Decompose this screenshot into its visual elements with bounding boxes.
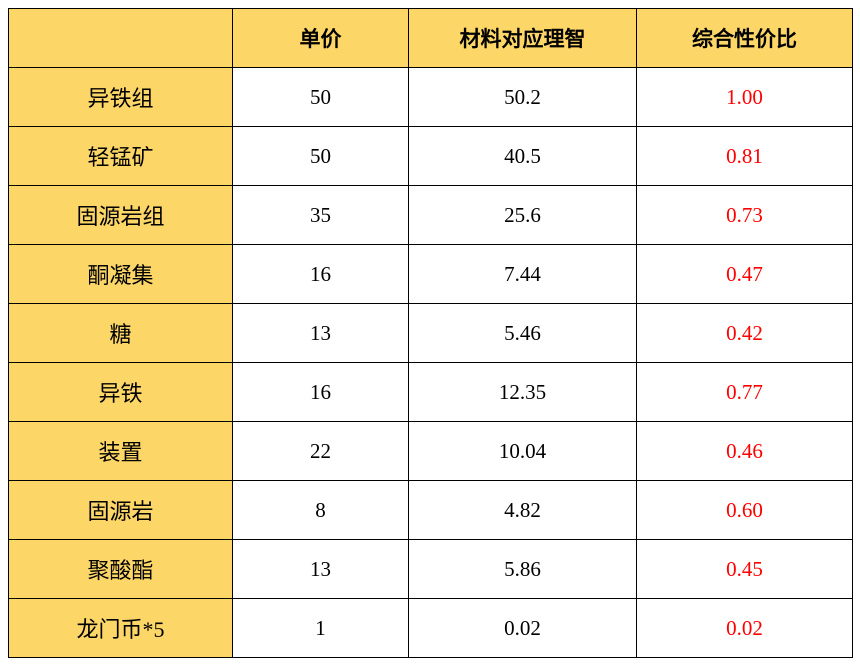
row-label: 异铁 bbox=[9, 363, 233, 422]
row-label: 糖 bbox=[9, 304, 233, 363]
table-row: 异铁 16 12.35 0.77 bbox=[9, 363, 853, 422]
cell-price: 16 bbox=[233, 363, 409, 422]
row-label: 轻锰矿 bbox=[9, 127, 233, 186]
cell-ratio: 0.02 bbox=[637, 599, 853, 658]
cell-ratio: 0.45 bbox=[637, 540, 853, 599]
cell-ratio: 0.42 bbox=[637, 304, 853, 363]
table-row: 异铁组 50 50.2 1.00 bbox=[9, 68, 853, 127]
col-header-sanity: 材料对应理智 bbox=[409, 9, 637, 68]
table-row: 糖 13 5.46 0.42 bbox=[9, 304, 853, 363]
cell-price: 8 bbox=[233, 481, 409, 540]
cell-price: 1 bbox=[233, 599, 409, 658]
table-body: 异铁组 50 50.2 1.00 轻锰矿 50 40.5 0.81 固源岩组 3… bbox=[9, 68, 853, 658]
cell-sanity: 4.82 bbox=[409, 481, 637, 540]
cell-ratio: 1.00 bbox=[637, 68, 853, 127]
cell-ratio: 0.81 bbox=[637, 127, 853, 186]
table-row: 聚酸酯 13 5.86 0.45 bbox=[9, 540, 853, 599]
cell-price: 50 bbox=[233, 68, 409, 127]
cell-ratio: 0.60 bbox=[637, 481, 853, 540]
col-header-price: 单价 bbox=[233, 9, 409, 68]
row-label: 龙门币*5 bbox=[9, 599, 233, 658]
table-row: 固源岩组 35 25.6 0.73 bbox=[9, 186, 853, 245]
table-row: 龙门币*5 1 0.02 0.02 bbox=[9, 599, 853, 658]
table-row: 酮凝集 16 7.44 0.47 bbox=[9, 245, 853, 304]
cell-ratio: 0.46 bbox=[637, 422, 853, 481]
row-label: 固源岩组 bbox=[9, 186, 233, 245]
row-label: 固源岩 bbox=[9, 481, 233, 540]
materials-table: 单价 材料对应理智 综合性价比 异铁组 50 50.2 1.00 轻锰矿 50 … bbox=[8, 8, 853, 658]
row-label: 异铁组 bbox=[9, 68, 233, 127]
table-header-row: 单价 材料对应理智 综合性价比 bbox=[9, 9, 853, 68]
cell-sanity: 5.86 bbox=[409, 540, 637, 599]
col-header-ratio: 综合性价比 bbox=[637, 9, 853, 68]
row-label: 装置 bbox=[9, 422, 233, 481]
cell-sanity: 12.35 bbox=[409, 363, 637, 422]
cell-price: 13 bbox=[233, 304, 409, 363]
cell-sanity: 7.44 bbox=[409, 245, 637, 304]
cell-price: 16 bbox=[233, 245, 409, 304]
cell-sanity: 40.5 bbox=[409, 127, 637, 186]
cell-sanity: 50.2 bbox=[409, 68, 637, 127]
cell-sanity: 10.04 bbox=[409, 422, 637, 481]
cell-sanity: 25.6 bbox=[409, 186, 637, 245]
table-row: 轻锰矿 50 40.5 0.81 bbox=[9, 127, 853, 186]
cell-price: 35 bbox=[233, 186, 409, 245]
cell-sanity: 0.02 bbox=[409, 599, 637, 658]
cell-sanity: 5.46 bbox=[409, 304, 637, 363]
cell-price: 22 bbox=[233, 422, 409, 481]
row-label: 酮凝集 bbox=[9, 245, 233, 304]
table-row: 固源岩 8 4.82 0.60 bbox=[9, 481, 853, 540]
cell-ratio: 0.47 bbox=[637, 245, 853, 304]
cell-price: 13 bbox=[233, 540, 409, 599]
cell-price: 50 bbox=[233, 127, 409, 186]
row-label: 聚酸酯 bbox=[9, 540, 233, 599]
cell-ratio: 0.73 bbox=[637, 186, 853, 245]
cell-ratio: 0.77 bbox=[637, 363, 853, 422]
table-row: 装置 22 10.04 0.46 bbox=[9, 422, 853, 481]
col-header-blank bbox=[9, 9, 233, 68]
